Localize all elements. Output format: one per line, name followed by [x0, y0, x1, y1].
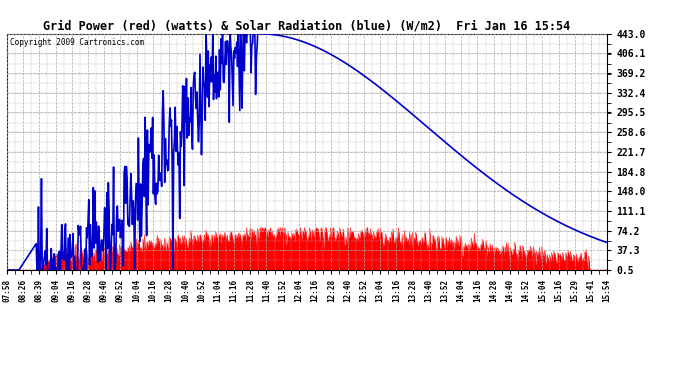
Text: Copyright 2009 Cartronics.com: Copyright 2009 Cartronics.com: [10, 39, 144, 48]
Title: Grid Power (red) (watts) & Solar Radiation (blue) (W/m2)  Fri Jan 16 15:54: Grid Power (red) (watts) & Solar Radiati…: [43, 20, 571, 33]
